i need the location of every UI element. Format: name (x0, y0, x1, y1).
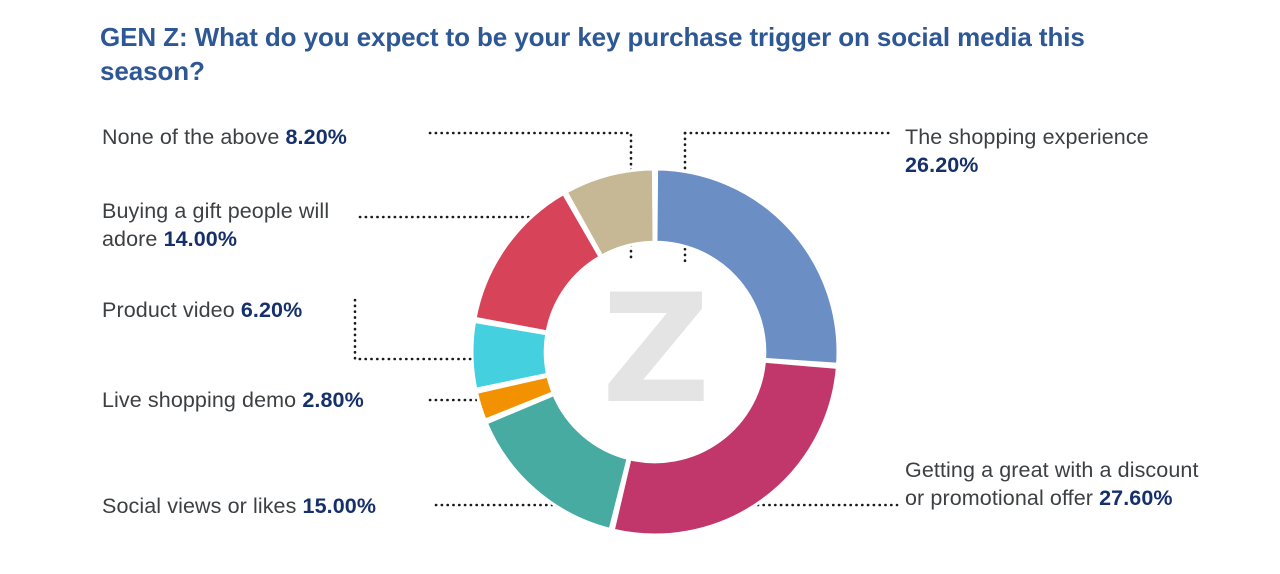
label-shopping-value: 26.20% (905, 152, 979, 177)
label-live-shopping-demo: Live shopping demo 2.80% (102, 387, 364, 415)
label-getting-a-great-discount: Getting a great with a discount or promo… (905, 457, 1205, 512)
slice-buying-a-gift-people-will-adore[interactable] (473, 191, 603, 334)
donut-chart: Z (472, 169, 838, 535)
label-live-text: Live shopping demo (102, 388, 303, 412)
label-gift-text: Buying a gift people will adore (102, 199, 330, 251)
label-video-text: Product video (102, 298, 241, 322)
slice-the-shopping-experience[interactable] (654, 169, 838, 366)
label-social-views-or-likes: Social views or likes 15.00% (102, 493, 376, 521)
donut-slices (472, 169, 838, 535)
label-discount-text: Getting a great with a discount or promo… (905, 458, 1199, 510)
slice-social-views-or-likes[interactable] (484, 392, 630, 532)
label-social-text: Social views or likes (102, 494, 303, 518)
label-the-shopping-experience: The shopping experience 26.20% (905, 124, 1205, 179)
label-product-video: Product video 6.20% (102, 297, 302, 325)
label-discount-value: 27.60% (1099, 485, 1173, 510)
label-social-value: 15.00% (302, 494, 377, 518)
slice-getting-a-great-with-a-discount-or-promotional-offer[interactable] (611, 359, 838, 535)
label-gift-value: 14.00% (163, 226, 238, 251)
label-video-value: 6.20% (240, 298, 303, 322)
label-none-value: 8.20% (285, 125, 347, 149)
label-buying-a-gift-people-will-adore: Buying a gift people will adore 14.00% (102, 198, 342, 253)
label-none-text: None of the above (102, 125, 286, 149)
slice-live-shopping-demo[interactable] (474, 374, 556, 422)
slice-none-of-the-above[interactable] (564, 169, 656, 259)
label-live-value: 2.80% (302, 388, 364, 412)
slice-product-video[interactable] (472, 319, 550, 392)
page-title: GEN Z: What do you expect to be your key… (100, 22, 1085, 87)
label-none-of-the-above: None of the above 8.20% (102, 124, 347, 152)
label-shopping-text: The shopping experience (905, 125, 1149, 149)
